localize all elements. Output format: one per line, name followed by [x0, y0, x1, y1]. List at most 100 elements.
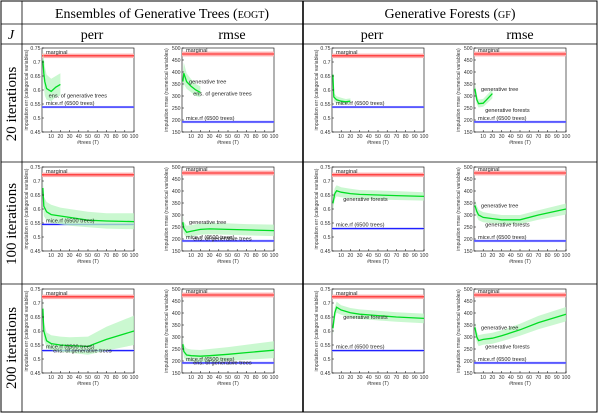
x-tick-label: 50 [375, 134, 381, 140]
model-annotation: ens. of generative trees [193, 361, 252, 367]
y-tick-label: 0.6 [33, 207, 40, 213]
y-tick-label: 150 [464, 130, 473, 136]
y-tick-label: 0.5 [33, 357, 40, 363]
y-tick-label: 150 [172, 130, 181, 136]
y-tick-label: 300 [172, 213, 181, 219]
row-label-200: 200 iterations [4, 307, 20, 389]
x-axis-label: #trees (T) [77, 381, 99, 387]
x-tick-label: 70 [104, 253, 110, 259]
x-tick-label: 50 [517, 375, 523, 381]
x-tick-label: 30 [67, 134, 73, 140]
x-tick-label: 90 [412, 253, 418, 259]
x-tick-label: 70 [104, 134, 110, 140]
y-tick-label: 0.6 [33, 88, 40, 94]
x-tick-label: 20 [348, 253, 354, 259]
model-series-line [332, 74, 351, 103]
chart-panel-p0-3: 150 200 250 300 350 400 450 500 10 20 30 40 50 60 70 80… [456, 46, 570, 146]
x-tick-label: 90 [262, 253, 268, 259]
plot-area [331, 166, 425, 252]
model-series-line [42, 308, 135, 348]
x-tick-label: 100 [420, 253, 429, 259]
y-tick-label: 450 [464, 299, 473, 305]
x-axis-label: #trees (T) [77, 259, 99, 265]
y-axis-label: imputation rmse (numerical variables) [164, 167, 170, 251]
marginal-annotation: marginal [336, 291, 357, 297]
x-tick-label: 80 [253, 134, 259, 140]
x-tick-label: 90 [122, 134, 128, 140]
x-tick-label: 100 [420, 375, 429, 381]
y-tick-label: 0.55 [30, 343, 40, 349]
x-tick-label: 80 [403, 375, 409, 381]
marginal-annotation: marginal [478, 289, 499, 295]
mice-annotation: mice.rf (6500 trees) [46, 218, 95, 224]
x-tick-label: 40 [76, 253, 82, 259]
y-tick-label: 0.55 [320, 221, 330, 227]
x-tick-label: 100 [562, 253, 571, 259]
x-tick-label: 20 [348, 134, 354, 140]
y-tick-label: 350 [464, 323, 473, 329]
y-tick-label: 0.45 [30, 371, 40, 377]
x-tick-label: 10 [480, 253, 486, 259]
mice-annotation: mice.rf (6500 trees) [46, 345, 95, 351]
y-axis-label: imputation rmse (numerical variables) [164, 289, 170, 373]
plot-area [331, 47, 425, 133]
model-confidence-band [474, 199, 566, 225]
model-series-line [332, 306, 425, 329]
x-axis-label: #trees (T) [217, 259, 239, 265]
y-tick-label: 500 [172, 165, 181, 171]
mice-annotation: mice.rf (6500 trees) [186, 235, 235, 241]
marginal-annotation: marginal [186, 167, 207, 173]
y-axis-label: imputation err (categorical variables) [24, 290, 30, 371]
y-tick-label: 200 [464, 118, 473, 124]
x-tick-label: 30 [207, 253, 213, 259]
x-tick-label: 50 [375, 253, 381, 259]
x-tick-label: 30 [357, 375, 363, 381]
x-tick-label: 80 [545, 253, 551, 259]
y-tick-label: 0.55 [320, 102, 330, 108]
x-tick-label: 40 [216, 134, 222, 140]
x-tick-label: 50 [375, 375, 381, 381]
y-tick-label: 0.75 [320, 165, 330, 171]
x-tick-label: 100 [562, 134, 571, 140]
chart-panel-p1-2: 0.45 0.5 0.55 0.6 0.65 0.7 0.75 10 20 30 40 50 60 70 8… [314, 165, 428, 265]
x-tick-label: 40 [508, 375, 514, 381]
y-tick-label: 250 [172, 106, 181, 112]
generative-tree-annotation: generative tree [189, 220, 226, 226]
x-tick-label: 80 [113, 253, 119, 259]
y-tick-label: 400 [172, 311, 181, 317]
x-tick-label: 100 [130, 253, 139, 259]
y-tick-label: 450 [172, 299, 181, 305]
col-header-perr-right: perr [361, 28, 384, 43]
x-tick-label: 10 [480, 375, 486, 381]
plot-area [181, 166, 275, 252]
x-tick-label: 40 [366, 375, 372, 381]
marginal-annotation: marginal [46, 50, 67, 56]
x-tick-label: 30 [499, 375, 505, 381]
x-tick-label: 40 [508, 253, 514, 259]
y-axis-label: imputation rmse (numerical variables) [456, 167, 462, 251]
model-confidence-band [332, 69, 351, 104]
x-tick-label: 100 [130, 375, 139, 381]
x-tick-label: 10 [480, 134, 486, 140]
y-tick-label: 350 [172, 82, 181, 88]
x-tick-label: 100 [420, 134, 429, 140]
model-annotation: generative forests [485, 344, 530, 350]
y-tick-label: 0.55 [30, 221, 40, 227]
x-tick-label: 20 [348, 375, 354, 381]
x-axis-label: #trees (T) [509, 140, 531, 146]
x-tick-label: 50 [517, 253, 523, 259]
y-tick-label: 0.45 [320, 130, 330, 136]
y-tick-label: 350 [172, 323, 181, 329]
generative-tree-annotation: generative tree [481, 325, 518, 331]
x-tick-label: 70 [394, 375, 400, 381]
y-tick-label: 300 [464, 335, 473, 341]
right-group-title: Generative Forests (gf) [385, 7, 516, 22]
model-confidence-band [42, 297, 134, 355]
model-series-line [474, 88, 493, 105]
mice-annotation: mice.rf (6500 trees) [336, 101, 385, 107]
y-tick-label: 400 [464, 189, 473, 195]
marginal-annotation: marginal [478, 167, 499, 173]
y-tick-label: 400 [464, 70, 473, 76]
left-group-title: Ensembles of Generative Trees (eogt) [55, 7, 269, 22]
